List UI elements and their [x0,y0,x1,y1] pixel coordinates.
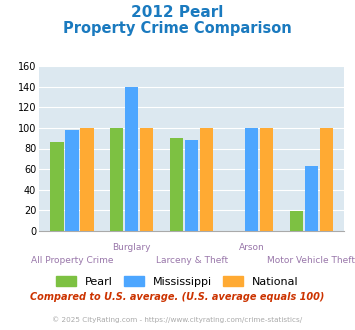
Text: Motor Vehicle Theft: Motor Vehicle Theft [267,256,355,265]
Text: Larceny & Theft: Larceny & Theft [155,256,228,265]
Bar [65,130,78,231]
Text: Compared to U.S. average. (U.S. average equals 100): Compared to U.S. average. (U.S. average … [30,292,325,302]
Bar [305,166,318,231]
Text: Arson: Arson [239,243,264,251]
Text: © 2025 CityRating.com - https://www.cityrating.com/crime-statistics/: © 2025 CityRating.com - https://www.city… [53,317,302,323]
Bar [140,128,153,231]
Bar [185,140,198,231]
Text: Property Crime Comparison: Property Crime Comparison [63,21,292,36]
Bar [170,138,183,231]
Legend: Pearl, Mississippi, National: Pearl, Mississippi, National [52,271,303,291]
Text: Burglary: Burglary [113,243,151,251]
Bar [125,86,138,231]
Bar [110,128,124,231]
Bar [245,128,258,231]
Bar [290,212,303,231]
Bar [260,128,273,231]
Bar [320,128,333,231]
Bar [200,128,213,231]
Bar [80,128,93,231]
Text: 2012 Pearl: 2012 Pearl [131,5,224,20]
Text: All Property Crime: All Property Crime [31,256,113,265]
Bar [50,142,64,231]
